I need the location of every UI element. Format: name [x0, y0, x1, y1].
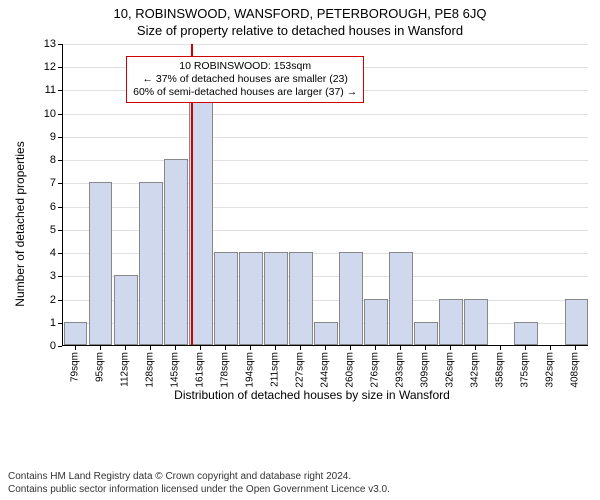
x-tick-mark [275, 346, 276, 350]
bar [64, 322, 88, 345]
y-tick-label: 9 [50, 131, 56, 143]
x-tick-mark [350, 346, 351, 350]
x-tick-label: 211sqm [269, 352, 280, 387]
bar [289, 252, 313, 345]
y-tick-mark [58, 346, 62, 347]
bar [264, 252, 288, 345]
x-tick-mark [175, 346, 176, 350]
x-tick-label: 342sqm [470, 352, 481, 388]
x-tick-mark [250, 346, 251, 350]
bar [439, 299, 463, 345]
y-tick-label: 12 [44, 61, 56, 73]
x-tick-label: 276sqm [370, 352, 381, 388]
x-tick-label: 112sqm [119, 352, 130, 387]
bar [139, 182, 163, 345]
x-tick-mark [225, 346, 226, 350]
bar [339, 252, 363, 345]
callout-box: 10 ROBINSWOOD: 153sqm ← 37% of detached … [126, 56, 364, 103]
x-tick-mark [325, 346, 326, 350]
bar [565, 299, 589, 345]
x-tick-mark [400, 346, 401, 350]
y-tick-label: 11 [45, 84, 56, 96]
x-tick-label: 293sqm [395, 352, 406, 388]
y-tick-label: 3 [50, 270, 56, 282]
x-tick-label: 178sqm [219, 352, 230, 388]
bar [514, 322, 538, 345]
x-tick-mark [500, 346, 501, 350]
chart-area: Number of detached properties 0123456789… [32, 44, 592, 404]
x-tick-mark [75, 346, 76, 350]
x-tick-label: 358sqm [495, 352, 506, 388]
x-tick-mark [550, 346, 551, 350]
x-tick-label: 326sqm [445, 352, 456, 388]
x-tick-label: 392sqm [545, 352, 556, 388]
bar [89, 182, 113, 345]
x-tick-label: 375sqm [520, 352, 531, 388]
y-tick-label: 10 [44, 108, 56, 120]
y-tick-label: 0 [50, 340, 56, 352]
x-tick-mark [425, 346, 426, 350]
x-axis-label: Distribution of detached houses by size … [174, 388, 450, 402]
plot-region: 10 ROBINSWOOD: 153sqm ← 37% of detached … [62, 44, 588, 346]
callout-line2: ← 37% of detached houses are smaller (23… [133, 73, 357, 86]
x-tick-label: 194sqm [244, 352, 255, 388]
footer-line1: Contains HM Land Registry data © Crown c… [8, 471, 390, 484]
x-tick-mark [575, 346, 576, 350]
x-tick-label: 128sqm [144, 352, 155, 388]
x-tick-label: 227sqm [294, 352, 305, 388]
chart-title-line1: 10, ROBINSWOOD, WANSFORD, PETERBOROUGH, … [0, 0, 600, 21]
x-tick-mark [100, 346, 101, 350]
y-tick-label: 5 [50, 224, 56, 236]
x-tick-label: 79sqm [69, 352, 80, 382]
bar [414, 322, 438, 345]
chart-title-line2: Size of property relative to detached ho… [0, 21, 600, 42]
bar [464, 299, 488, 345]
y-tick-label: 1 [50, 317, 56, 329]
x-tick-mark [200, 346, 201, 350]
y-axis-label: Number of detached properties [13, 141, 27, 306]
x-tick-mark [525, 346, 526, 350]
bar [364, 299, 388, 345]
y-tick-label: 13 [44, 38, 56, 50]
x-tick-mark [125, 346, 126, 350]
y-tick-label: 8 [50, 154, 56, 166]
x-tick-mark [450, 346, 451, 350]
bar [239, 252, 263, 345]
x-tick-mark [150, 346, 151, 350]
footer-attribution: Contains HM Land Registry data © Crown c… [8, 471, 390, 496]
footer-line2: Contains public sector information licen… [8, 484, 390, 497]
x-tick-label: 408sqm [570, 352, 581, 388]
x-tick-mark [375, 346, 376, 350]
callout-line3: 60% of semi-detached houses are larger (… [133, 86, 357, 99]
x-tick-label: 260sqm [345, 352, 356, 388]
y-tick-label: 6 [50, 201, 56, 213]
bar [389, 252, 413, 345]
y-tick-label: 2 [50, 294, 56, 306]
callout-line1: 10 ROBINSWOOD: 153sqm [133, 60, 357, 73]
x-tick-label: 161sqm [194, 352, 205, 388]
x-tick-label: 309sqm [420, 352, 431, 388]
x-tick-mark [475, 346, 476, 350]
bar [314, 322, 338, 345]
x-tick-label: 95sqm [94, 352, 105, 382]
x-tick-mark [300, 346, 301, 350]
x-tick-label: 244sqm [320, 352, 331, 388]
x-tick-label: 145sqm [169, 352, 180, 388]
bar [214, 252, 238, 345]
bar [114, 275, 138, 345]
y-tick-label: 4 [50, 247, 56, 259]
bar [164, 159, 188, 345]
y-tick-label: 7 [50, 177, 56, 189]
